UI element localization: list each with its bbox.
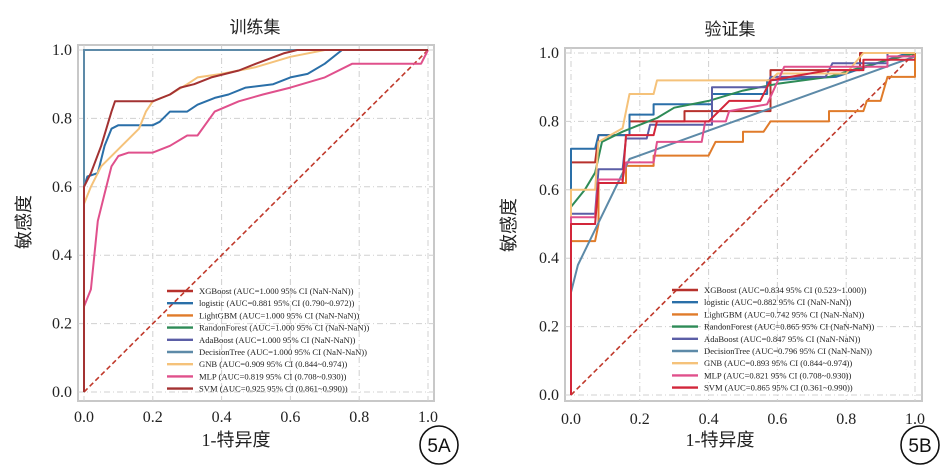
y-tick-label: 0.2	[539, 319, 559, 336]
x-axis-label: 1-特异度	[202, 430, 271, 450]
legend: XGBoost (AUC=1.000 95% CI (NaN-NaN)) logi…	[167, 286, 369, 394]
roc-curves	[83, 49, 429, 392]
roc-curve-svm	[570, 58, 915, 395]
x-tick-label: 1.0	[905, 411, 925, 428]
x-tick-label: 0.0	[561, 411, 581, 428]
legend-entry: LightGBM (AUC=0.742 95% CI (NaN-NaN))	[704, 309, 864, 319]
roc-curve-mlp	[83, 49, 429, 392]
legend-entry: RandonForest (AUC=0.865 95% CI (NaN-NaN)…	[704, 322, 874, 332]
legend-entry: AdaBoost (AUC=0.847 95% CI (NaN-NaN))	[704, 334, 861, 344]
y-tick-label: 0.0	[52, 384, 72, 401]
x-tick-label: 0.0	[74, 409, 94, 426]
y-axis-label: 敏感度	[14, 195, 34, 249]
chart-title: 训练集	[230, 18, 281, 37]
y-tick-label: 0.6	[539, 182, 559, 199]
roc-curves	[570, 52, 916, 395]
y-tick-labels: 0.0 0.2 0.4 0.6 0.8 1.0	[539, 45, 559, 404]
legend-entry: SVM (AUC=0.865 95% CI (0.361~0.990))	[704, 383, 853, 393]
legend-entry: logistic (AUC=0.881 95% CI (0.790~0.972)…	[199, 298, 354, 308]
legend-entry: DecisionTree (AUC=0.796 95% CI (NaN-NaN)…	[704, 346, 872, 356]
chance-diagonal-line	[570, 52, 916, 396]
roc-curve-gnb	[570, 52, 915, 395]
y-tick-label: 1.0	[52, 42, 72, 59]
x-tick-label: 0.4	[212, 409, 232, 426]
legend-entry: RandonForest (AUC=1.000 95% CI (NaN-NaN)…	[199, 323, 369, 333]
x-tick-label: 0.6	[767, 411, 787, 428]
x-tick-label: 0.2	[143, 409, 163, 426]
legend-entry: logistic (AUC=0.882 95% CI (NaN-NaN))	[704, 297, 851, 307]
x-tick-label: 0.4	[699, 411, 719, 428]
plot-frame	[77, 44, 435, 402]
legend-entry: XGBoost (AUC=0.834 95% CI (0.523~1.000))	[704, 285, 867, 295]
y-tick-label: 0.8	[52, 110, 72, 127]
panel-badge-label: 5B	[908, 436, 931, 457]
y-tick-label: 0.4	[52, 247, 72, 264]
roc-curve-svm	[83, 49, 428, 392]
y-tick-label: 0.6	[52, 179, 72, 196]
x-tick-labels: 0.0 0.2 0.4 0.6 0.8 1.0	[561, 411, 925, 428]
y-tick-label: 1.0	[539, 45, 559, 62]
roc-curve-randonforest	[570, 52, 916, 395]
x-tick-label: 1.0	[418, 409, 438, 426]
panel-badge-circle	[419, 425, 459, 465]
roc-panel-validation: 验证集 0.0 0.2 0.4 0.6 0.8 1.0 0.0 0.2 0.4 0.6 0.8 1.…	[499, 20, 940, 465]
legend-entry: AdaBoost (AUC=1.000 95% CI (NaN-NaN))	[199, 335, 356, 345]
roc-curve-lightgbm	[570, 53, 916, 395]
roc-panel-training: 训练集 0.0 0.2 0.4 0.6 0.8 1.0 0.0 0.2 0.4 0.6 0.8 1.…	[14, 18, 459, 465]
legend-entry: DecisionTree (AUC=1.000 95% CI (NaN-NaN)…	[199, 347, 367, 357]
x-tick-label: 0.2	[630, 411, 650, 428]
chance-diagonal-line	[83, 49, 429, 393]
legend-entry: MLP (AUC=0.819 95% CI (0.708~0.930))	[199, 371, 347, 381]
roc-curve-logistic	[570, 52, 915, 395]
legend-entry: XGBoost (AUC=1.000 95% CI (NaN-NaN))	[199, 286, 354, 296]
legend-entry: GNB (AUC=0.909 95% CI (0.844~0.974))	[199, 359, 347, 369]
y-tick-label: 0.8	[539, 113, 559, 130]
y-tick-labels: 0.0 0.2 0.4 0.6 0.8 1.0	[52, 42, 72, 401]
y-tick-label: 0.0	[539, 387, 559, 404]
panel-badge-label: 5A	[427, 436, 451, 457]
legend-entry: GNB (AUC=0.893 95% CI (0.844~0.974))	[704, 358, 852, 368]
grid	[565, 48, 922, 401]
panel-badge-circle	[900, 425, 940, 465]
x-tick-labels: 0.0 0.2 0.4 0.6 0.8 1.0	[74, 409, 438, 426]
y-axis-label: 敏感度	[499, 198, 519, 252]
x-tick-label: 0.6	[280, 409, 300, 426]
legend-entry: MLP (AUC=0.821 95% CI (0.708~0.930))	[704, 370, 852, 380]
legend-entry: SVM (AUC=0.925 95% CI (0.861~0.990))	[199, 384, 348, 394]
chart-title: 验证集	[705, 20, 756, 39]
roc-curve-logistic	[83, 49, 428, 392]
x-axis-label: 1-特异度	[686, 430, 755, 450]
legend-entry: LightGBM (AUC=1.000 95% CI (NaN-NaN))	[199, 310, 359, 320]
x-tick-label: 0.8	[836, 411, 856, 428]
x-tick-label: 0.8	[349, 409, 369, 426]
y-tick-label: 0.4	[539, 250, 559, 267]
y-tick-label: 0.2	[52, 316, 72, 333]
legend: XGBoost (AUC=0.834 95% CI (0.523~1.000))…	[672, 285, 874, 393]
